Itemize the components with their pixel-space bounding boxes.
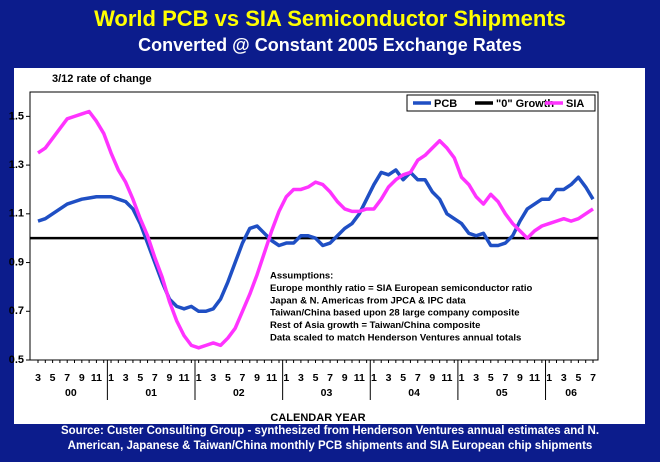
x-group-label: 02	[233, 387, 245, 399]
x-tick-label: 1	[371, 372, 377, 384]
annotation: Rest of Asia growth = Taiwan/China compo…	[270, 320, 480, 331]
x-tick-label: 5	[575, 372, 581, 384]
x-tick-label: 7	[415, 372, 421, 384]
annotation: Europe monthly ratio = SIA European semi…	[270, 283, 532, 294]
y-tick-label: 0.7	[9, 305, 24, 317]
x-tick-label: 3	[123, 372, 129, 384]
y-tick-label: 1.1	[9, 208, 24, 220]
series-line	[37, 168, 595, 314]
series-line	[37, 109, 594, 350]
x-group-label: 01	[145, 387, 157, 399]
y-axis-label: 3/12 rate of change	[52, 73, 152, 85]
x-group-label: 06	[565, 387, 577, 399]
x-tick-label: 5	[400, 372, 406, 384]
x-tick-label: 9	[342, 372, 348, 384]
legend-label: "0" Growth	[496, 98, 554, 110]
x-group-label: 05	[496, 387, 508, 399]
x-tick-label: 7	[502, 372, 508, 384]
x-tick-label: 11	[354, 372, 365, 384]
x-tick-label: 7	[64, 372, 70, 384]
x-tick-label: 11	[178, 372, 189, 384]
x-tick-label: 5	[488, 372, 494, 384]
x-tick-label: 9	[429, 372, 435, 384]
x-tick-label: 11	[441, 372, 452, 384]
source-line: Source: Custer Consulting Group - synthe…	[61, 425, 599, 437]
x-axis-label: CALENDAR YEAR	[270, 412, 365, 424]
x-tick-label: 5	[137, 372, 143, 384]
x-tick-label: 11	[91, 372, 102, 384]
source-line: American, Japanese & Taiwan/China monthl…	[68, 440, 593, 452]
x-group-label: 04	[408, 387, 420, 399]
x-tick-label: 11	[529, 372, 540, 384]
chart-subtitle: Converted @ Constant 2005 Exchange Rates	[138, 35, 522, 55]
legend-label: PCB	[434, 98, 457, 110]
legend-box	[406, 94, 596, 112]
x-tick-label: 9	[254, 372, 260, 384]
x-tick-label: 3	[210, 372, 216, 384]
x-tick-label: 1	[196, 372, 202, 384]
x-tick-label: 11	[266, 372, 277, 384]
annotation: Japan & N. Americas from JPCA & IPC data	[270, 295, 466, 306]
x-tick-label: 9	[167, 372, 173, 384]
x-tick-label: 7	[152, 372, 158, 384]
x-tick-label: 9	[517, 372, 523, 384]
x-tick-label: 1	[546, 372, 552, 384]
x-tick-label: 7	[590, 372, 596, 384]
x-tick-label: 5	[313, 372, 319, 384]
y-tick-label: 1.3	[9, 159, 24, 171]
x-tick-label: 3	[386, 372, 392, 384]
chart-title: World PCB vs SIA Semiconductor Shipments	[94, 6, 566, 31]
x-tick-label: 1	[108, 372, 114, 384]
x-tick-label: 1	[283, 372, 289, 384]
x-group-label: 03	[321, 387, 333, 399]
x-tick-label: 1	[459, 372, 465, 384]
annotation: Data scaled to match Henderson Ventures …	[270, 333, 521, 344]
plot-area	[29, 91, 599, 361]
x-tick-label: 7	[327, 372, 333, 384]
y-tick-label: 0.5	[9, 354, 24, 366]
x-group-label: 00	[65, 387, 77, 399]
x-tick-label: 5	[50, 372, 56, 384]
x-tick-label: 3	[473, 372, 479, 384]
x-tick-label: 3	[35, 372, 41, 384]
legend-label: SIA	[566, 98, 584, 110]
x-tick-label: 7	[240, 372, 246, 384]
y-tick-label: 0.9	[9, 256, 24, 268]
annotation: Assumptions:	[270, 271, 333, 282]
x-tick-label: 3	[298, 372, 304, 384]
x-tick-label: 3	[561, 372, 567, 384]
x-tick-label: 5	[225, 372, 231, 384]
annotation: Taiwan/China based upon 28 large company…	[270, 308, 520, 319]
y-tick-label: 1.5	[9, 110, 24, 122]
x-tick-label: 9	[79, 372, 85, 384]
